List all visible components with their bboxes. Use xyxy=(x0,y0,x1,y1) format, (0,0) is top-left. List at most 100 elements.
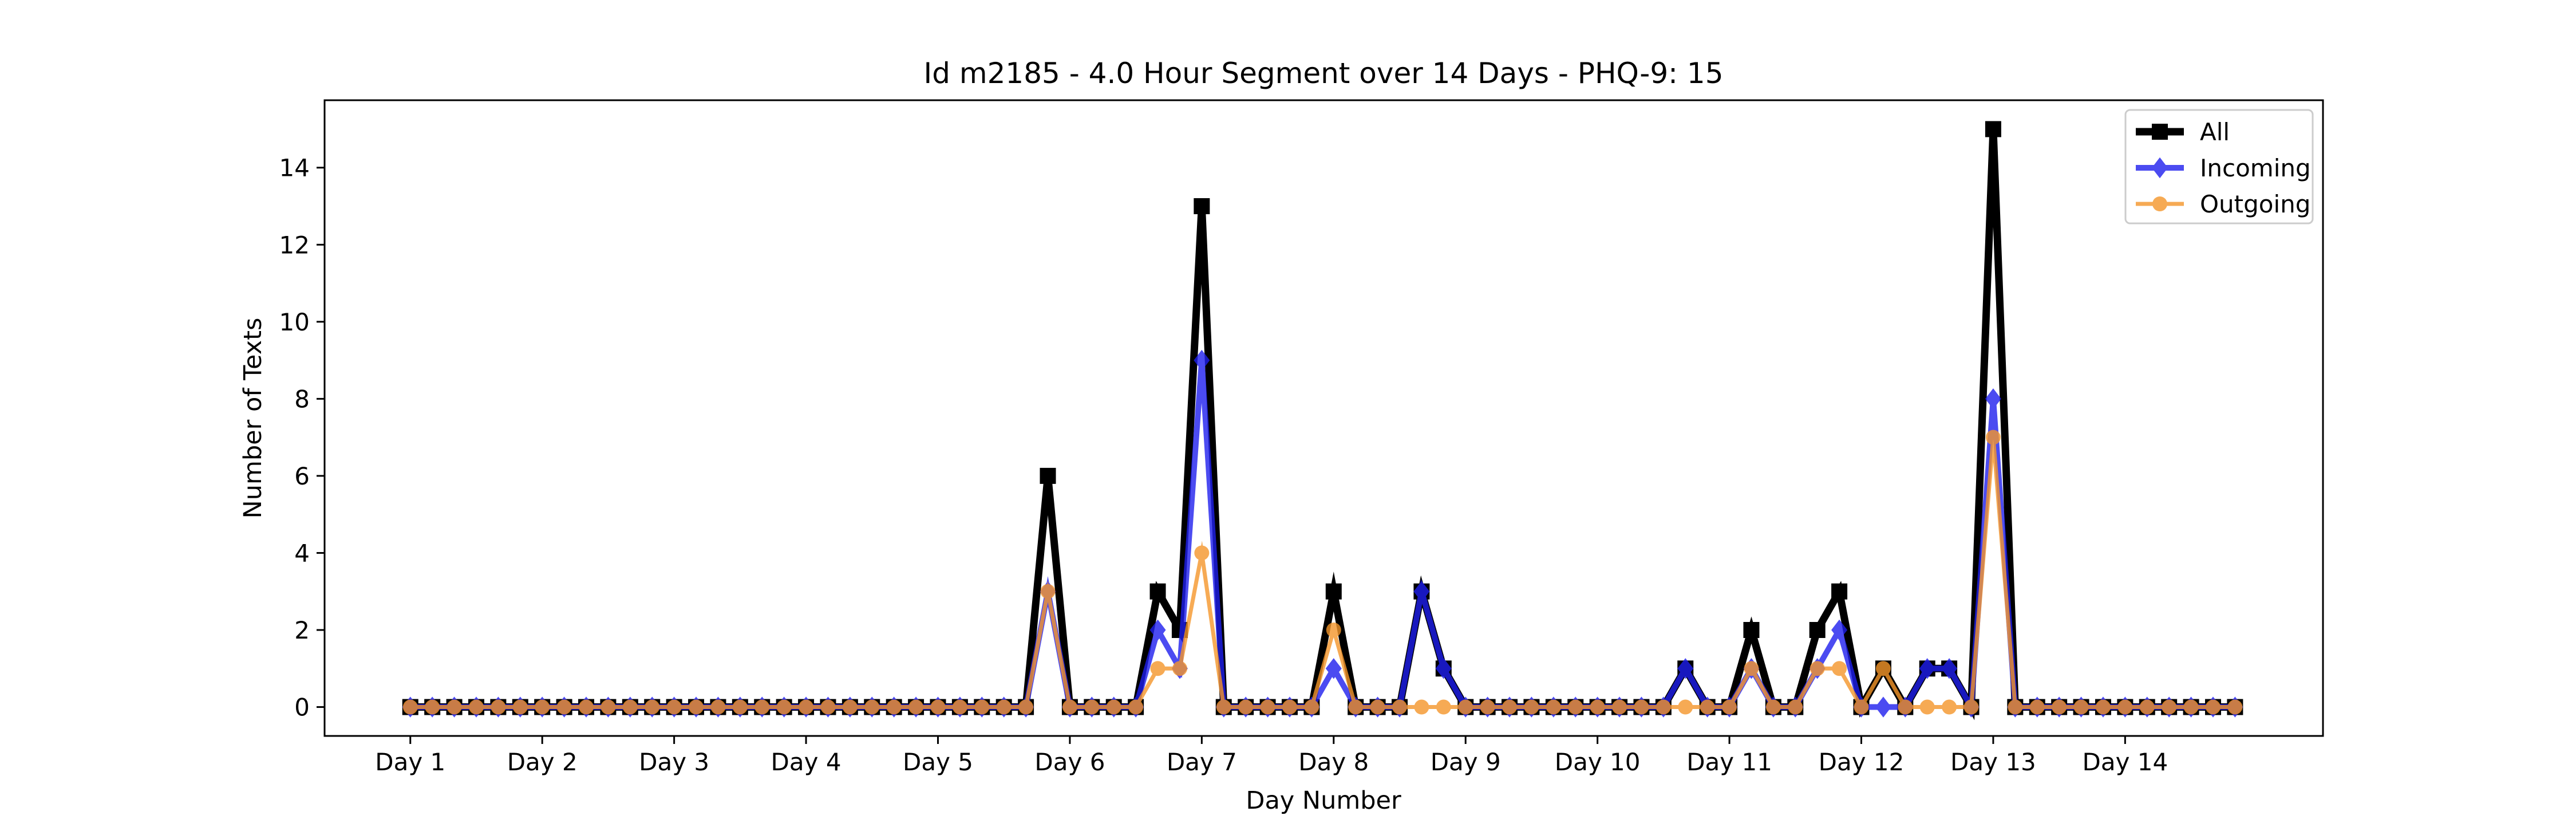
data-point-outgoing xyxy=(1304,699,1319,715)
data-point-all xyxy=(1194,198,1210,214)
y-tick-label: 6 xyxy=(294,462,310,490)
data-point-outgoing xyxy=(1062,699,1077,715)
data-point-outgoing xyxy=(1502,699,1518,715)
data-point-outgoing xyxy=(2117,699,2133,715)
data-point-outgoing xyxy=(1172,661,1187,676)
data-point-outgoing xyxy=(402,699,418,715)
data-point-outgoing xyxy=(799,699,814,715)
data-point-outgoing xyxy=(1898,699,1913,715)
data-point-outgoing xyxy=(864,699,880,715)
series-layer xyxy=(402,121,2243,720)
series-line-all xyxy=(410,129,2235,720)
data-point-outgoing xyxy=(710,699,726,715)
data-point-outgoing xyxy=(1832,661,1847,676)
x-tick-label: Day 11 xyxy=(1686,748,1772,776)
legend-label-outgoing: Outgoing xyxy=(2200,190,2310,218)
data-point-outgoing xyxy=(1370,699,1385,715)
data-point-all xyxy=(1040,467,1056,484)
data-point-outgoing xyxy=(1722,699,1737,715)
data-point-outgoing xyxy=(974,699,990,715)
x-tick-label: Day 3 xyxy=(639,748,709,776)
x-tick-label: Day 6 xyxy=(1034,748,1105,776)
legend-label-incoming: Incoming xyxy=(2200,154,2311,182)
data-point-incoming xyxy=(1435,658,1452,679)
data-point-outgoing xyxy=(1524,699,1539,715)
y-tick-label: 14 xyxy=(279,154,310,182)
data-point-outgoing xyxy=(1875,661,1891,676)
data-point-outgoing xyxy=(1040,584,1056,599)
data-point-outgoing xyxy=(1348,699,1364,715)
data-point-all xyxy=(1149,583,1166,600)
data-point-incoming xyxy=(1677,658,1694,679)
data-point-outgoing xyxy=(2162,699,2177,715)
y-tick-label: 8 xyxy=(294,385,310,413)
data-point-outgoing xyxy=(535,699,550,715)
data-point-outgoing xyxy=(622,699,638,715)
data-point-outgoing xyxy=(1809,661,1825,676)
data-point-outgoing xyxy=(1260,699,1275,715)
data-point-outgoing xyxy=(468,699,484,715)
data-point-outgoing xyxy=(2029,699,2045,715)
data-point-outgoing xyxy=(2008,699,2023,715)
data-point-outgoing xyxy=(1216,699,1231,715)
data-point-outgoing xyxy=(1612,699,1627,715)
data-point-outgoing xyxy=(2073,699,2089,715)
data-point-outgoing xyxy=(1392,699,1407,715)
data-point-outgoing xyxy=(1678,699,1693,715)
data-point-outgoing xyxy=(1942,699,1957,715)
data-point-outgoing xyxy=(447,699,462,715)
data-point-outgoing xyxy=(1150,661,1165,676)
data-point-outgoing xyxy=(1985,430,2001,445)
series-all xyxy=(402,121,2243,720)
data-point-outgoing xyxy=(2183,699,2199,715)
data-point-outgoing xyxy=(1128,699,1144,715)
series-line-outgoing xyxy=(410,437,2235,711)
data-point-outgoing xyxy=(776,699,792,715)
data-point-incoming xyxy=(1831,619,1848,641)
data-point-outgoing xyxy=(1194,545,1210,561)
data-point-outgoing xyxy=(1106,699,1121,715)
data-point-outgoing xyxy=(1238,699,1254,715)
ticks-layer: Day 1 Day 2 Day 3 Day 4 Day 5 Day 6 Day 7 Day 8… xyxy=(279,154,2168,776)
x-tick-label: Day 12 xyxy=(1819,748,1905,776)
data-point-outgoing xyxy=(1963,699,1979,715)
data-point-outgoing xyxy=(2052,699,2067,715)
data-point-outgoing xyxy=(1458,699,1473,715)
legend-marker-all xyxy=(2152,124,2168,140)
data-point-incoming xyxy=(1413,581,1430,602)
data-point-outgoing xyxy=(886,699,902,715)
data-point-outgoing xyxy=(1765,699,1781,715)
data-point-outgoing xyxy=(952,699,967,715)
y-tick-label: 0 xyxy=(294,694,310,722)
legend-marker-outgoing xyxy=(2152,196,2167,211)
x-tick-label: Day 8 xyxy=(1298,748,1369,776)
data-point-outgoing xyxy=(1084,699,1100,715)
data-point-incoming xyxy=(1919,658,1935,679)
x-tick-label: Day 10 xyxy=(1555,748,1641,776)
data-point-outgoing xyxy=(1414,699,1429,715)
data-point-outgoing xyxy=(1480,699,1495,715)
data-point-all xyxy=(1809,622,1826,638)
data-point-outgoing xyxy=(1744,661,1759,676)
data-point-outgoing xyxy=(491,699,506,715)
x-axis-label: Day Number xyxy=(1246,786,1401,815)
legend-box xyxy=(2124,109,2314,225)
data-point-incoming xyxy=(1985,388,2001,409)
data-point-outgoing xyxy=(2095,699,2111,715)
legend-item-outgoing xyxy=(2136,196,2184,211)
data-point-incoming xyxy=(1941,658,1958,679)
data-point-all xyxy=(1831,583,1848,600)
y-tick-label: 2 xyxy=(294,616,310,644)
legend-label-all: All xyxy=(2200,118,2230,146)
x-tick-label: Day 2 xyxy=(507,748,578,776)
data-point-outgoing xyxy=(1546,699,1561,715)
data-point-outgoing xyxy=(2139,699,2155,715)
series-outgoing xyxy=(402,430,2243,715)
data-point-outgoing xyxy=(1568,699,1583,715)
legend-marker-incoming xyxy=(2152,157,2168,179)
data-point-outgoing xyxy=(2227,699,2243,715)
data-point-outgoing xyxy=(556,699,572,715)
y-tick-label: 12 xyxy=(279,231,310,259)
